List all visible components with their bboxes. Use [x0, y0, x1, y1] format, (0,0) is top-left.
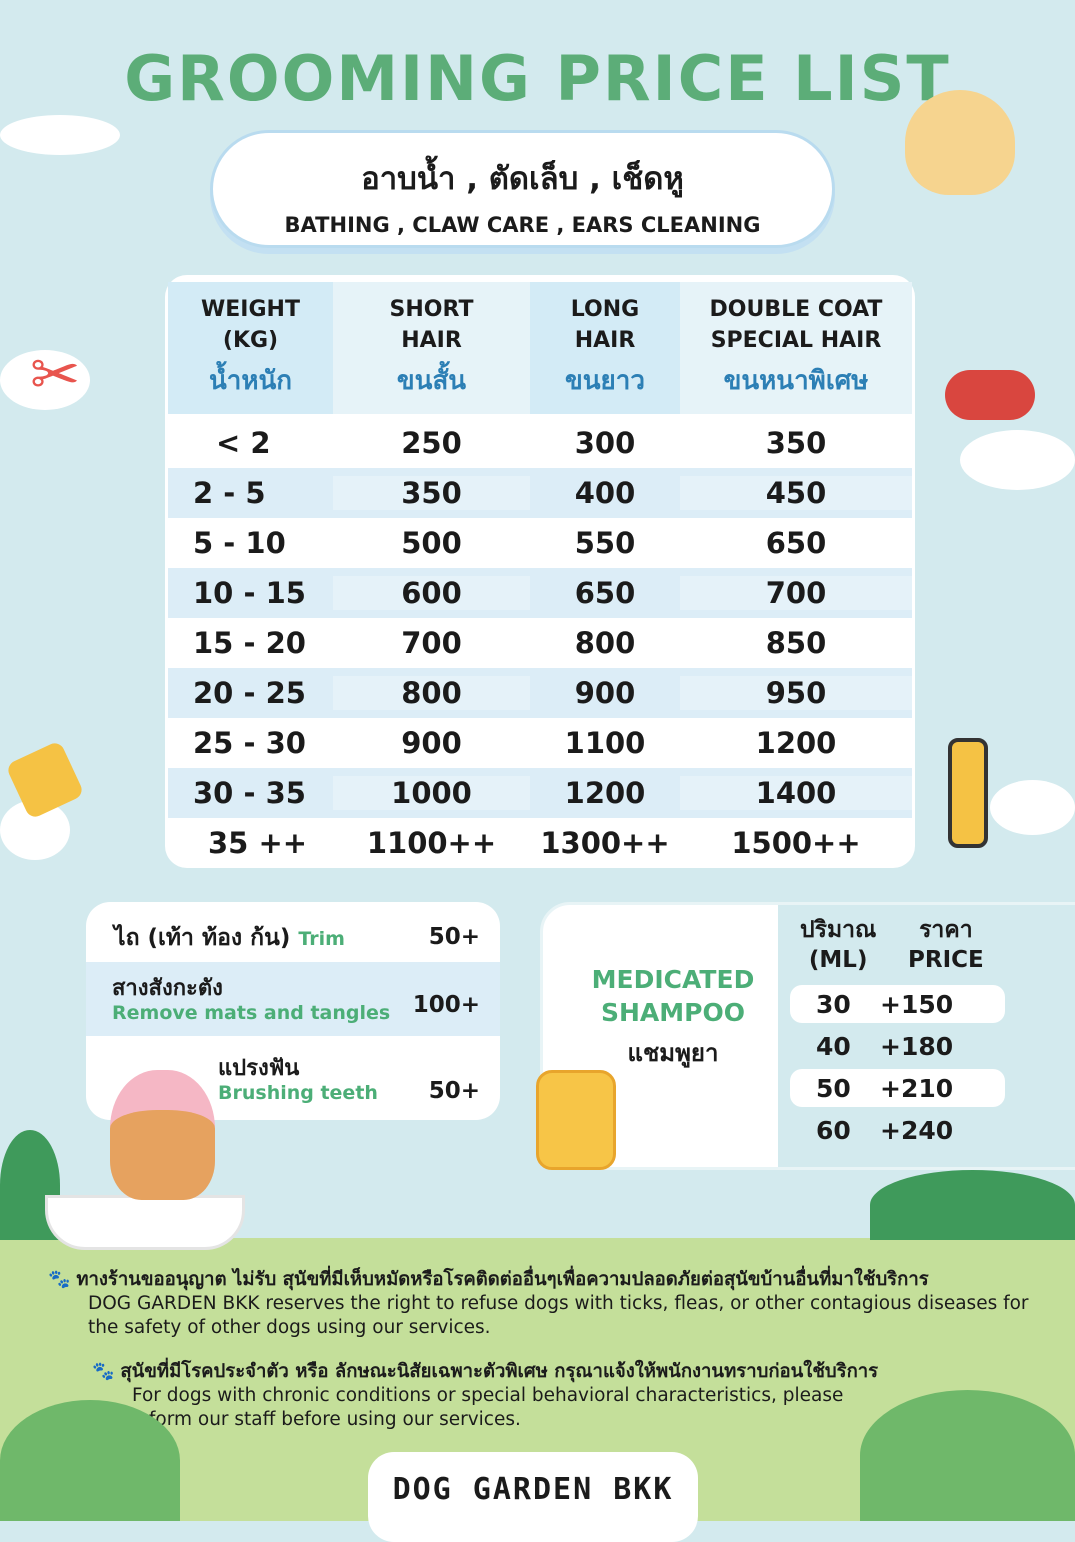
shampoo-volume: 50	[816, 1073, 851, 1103]
short-hair-price: 900	[401, 726, 462, 760]
clipper-icon	[948, 738, 988, 848]
long-hair-price: 900	[574, 676, 636, 710]
shampoo-volume: 30	[816, 989, 851, 1019]
page-title: GROOMING PRICE LIST	[124, 42, 951, 115]
scissors-icon: ✂	[30, 340, 81, 410]
shiba-dog-illustration	[905, 90, 1015, 195]
bush-decoration	[870, 1170, 1075, 1240]
shampoo-price: +210	[880, 1073, 954, 1103]
table-row: 15 - 20 700 800 850	[168, 618, 912, 668]
table-row: 10 - 15 600 650 700	[168, 568, 912, 618]
header-double-coat: DOUBLE COAT SPECIAL HAIR ขนหนาพิเศษ	[680, 282, 912, 414]
shampoo-row: 50 +210	[790, 1069, 1005, 1107]
shampoo-label: MEDICATED SHAMPOO แชมพูยา	[591, 965, 755, 1067]
shampoo-row: 40 +180	[790, 1027, 1005, 1065]
shampoo-price: +150	[880, 989, 954, 1019]
cloud-decoration	[0, 350, 90, 410]
long-hair-price: 300	[574, 426, 636, 460]
table-header: WEIGHT (KG) น้ำหนัก SHORT HAIR ขนสั้น LONG HA…	[168, 282, 912, 414]
shampoo-row: 60 +240	[790, 1111, 1005, 1149]
weight-cell: < 2	[216, 426, 271, 460]
table-row: 20 - 25 800 900 950	[168, 668, 912, 718]
services-banner: อาบน้ำ , ตัดเล็บ , เช็ดหู BATHING , CLAW…	[210, 130, 835, 248]
bush-decoration	[0, 1400, 180, 1521]
long-hair-price: 800	[574, 626, 636, 660]
bathing-dog-illustration	[110, 1070, 215, 1200]
weight-cell: 5 - 10	[193, 526, 286, 560]
table-row: 25 - 30 900 1100 1200	[168, 718, 912, 768]
long-hair-price: 650	[574, 576, 636, 610]
shampoo-bottle-illustration	[536, 1070, 616, 1170]
header-weight: WEIGHT (KG) น้ำหนัก	[168, 282, 333, 414]
double-coat-price: 700	[680, 576, 912, 610]
note-1: 🐾 ทางร้านขออนุญาต ไม่รับ สุนัขที่มีเห็บห…	[48, 1269, 1029, 1338]
table-row: 2 - 5 350 400 450	[168, 468, 912, 518]
short-hair-price: 500	[401, 526, 462, 560]
extra-teeth: แปรงฟัน Brushing teeth 50+	[218, 1056, 480, 1104]
hair-dryer-icon	[945, 370, 1035, 420]
double-coat-price: 450	[680, 476, 912, 510]
weight-cell: 30 - 35	[193, 776, 306, 810]
shampoo-row: 30 +150	[790, 985, 1005, 1023]
double-coat-price: 350	[765, 426, 827, 460]
short-hair-price: 250	[401, 426, 462, 460]
medicated-shampoo-panel: MEDICATED SHAMPOO แชมพูยา ปริมาณ (ML) ราค…	[540, 902, 1075, 1170]
table-row: 30 - 35 1000 1200 1400	[168, 768, 912, 818]
weight-cell: 2 - 5	[193, 476, 266, 510]
shampoo-price: +180	[880, 1031, 954, 1061]
paw-icon: 🐾	[48, 1269, 71, 1290]
shampoo-volume: 40	[816, 1031, 851, 1061]
extra-mats: สางสังกะตัง Remove mats and tangles 100+	[86, 962, 500, 1036]
dog-garden-logo: DOG GARDEN BKK	[368, 1452, 698, 1542]
extra-trim: ไถ (เท้า ท้อง ก้น) Trim 50+	[114, 924, 480, 951]
long-hair-price: 400	[574, 476, 636, 510]
double-coat-price: 1400	[680, 776, 912, 810]
long-hair-price: 1300++	[540, 826, 670, 860]
services-english: BATHING , CLAW CARE , EARS CLEANING	[284, 213, 761, 237]
weight-cell: 10 - 15	[193, 576, 306, 610]
shampoo-volume: 60	[816, 1115, 851, 1145]
cloud-decoration	[990, 780, 1075, 835]
shampoo-price: +240	[880, 1115, 954, 1145]
double-coat-price: 850	[765, 626, 827, 660]
header-long-hair: LONG HAIR ขนยาว	[530, 282, 680, 414]
services-thai: อาบน้ำ , ตัดเล็บ , เช็ดหู	[361, 161, 684, 197]
short-hair-price: 800	[333, 676, 530, 710]
shampoo-table: ปริมาณ (ML) ราคา PRICE 30 +150 40 +180 50 +210 6…	[778, 905, 1075, 1167]
double-coat-price: 950	[680, 676, 912, 710]
weight-cell: 25 - 30	[193, 726, 306, 760]
extra-services: ไถ (เท้า ท้อง ก้น) Trim 50+ สางสังกะตัง …	[86, 902, 500, 1120]
cloud-decoration	[0, 115, 120, 155]
short-hair-price: 600	[333, 576, 530, 610]
table-row: 5 - 10 500 550 650	[168, 518, 912, 568]
short-hair-price: 350	[333, 476, 530, 510]
weight-cell: 35 ++	[208, 826, 308, 860]
paw-icon: 🐾	[92, 1361, 115, 1382]
short-hair-price: 1100++	[366, 826, 497, 860]
note-2: 🐾 สุนัขที่มีโรคประจำตัว หรือ ลักษณะนิสัย…	[92, 1361, 879, 1430]
price-table: WEIGHT (KG) น้ำหนัก SHORT HAIR ขนสั้น LONG HA…	[165, 275, 915, 868]
cloud-decoration	[960, 430, 1075, 490]
long-hair-price: 1200	[564, 776, 646, 810]
short-hair-price: 700	[401, 626, 462, 660]
short-hair-price: 1000	[333, 776, 530, 810]
header-short-hair: SHORT HAIR ขนสั้น	[333, 282, 530, 414]
table-row: 35 ++ 1100++ 1300++ 1500++	[168, 818, 912, 868]
weight-cell: 20 - 25	[193, 676, 306, 710]
long-hair-price: 550	[574, 526, 636, 560]
double-coat-price: 1200	[755, 726, 837, 760]
weight-cell: 15 - 20	[193, 626, 306, 660]
bathtub-illustration	[45, 1195, 245, 1250]
table-row: < 2 250 300 350	[168, 418, 912, 468]
long-hair-price: 1100	[564, 726, 646, 760]
bush-decoration	[860, 1390, 1075, 1521]
double-coat-price: 1500++	[731, 826, 861, 860]
double-coat-price: 650	[765, 526, 827, 560]
